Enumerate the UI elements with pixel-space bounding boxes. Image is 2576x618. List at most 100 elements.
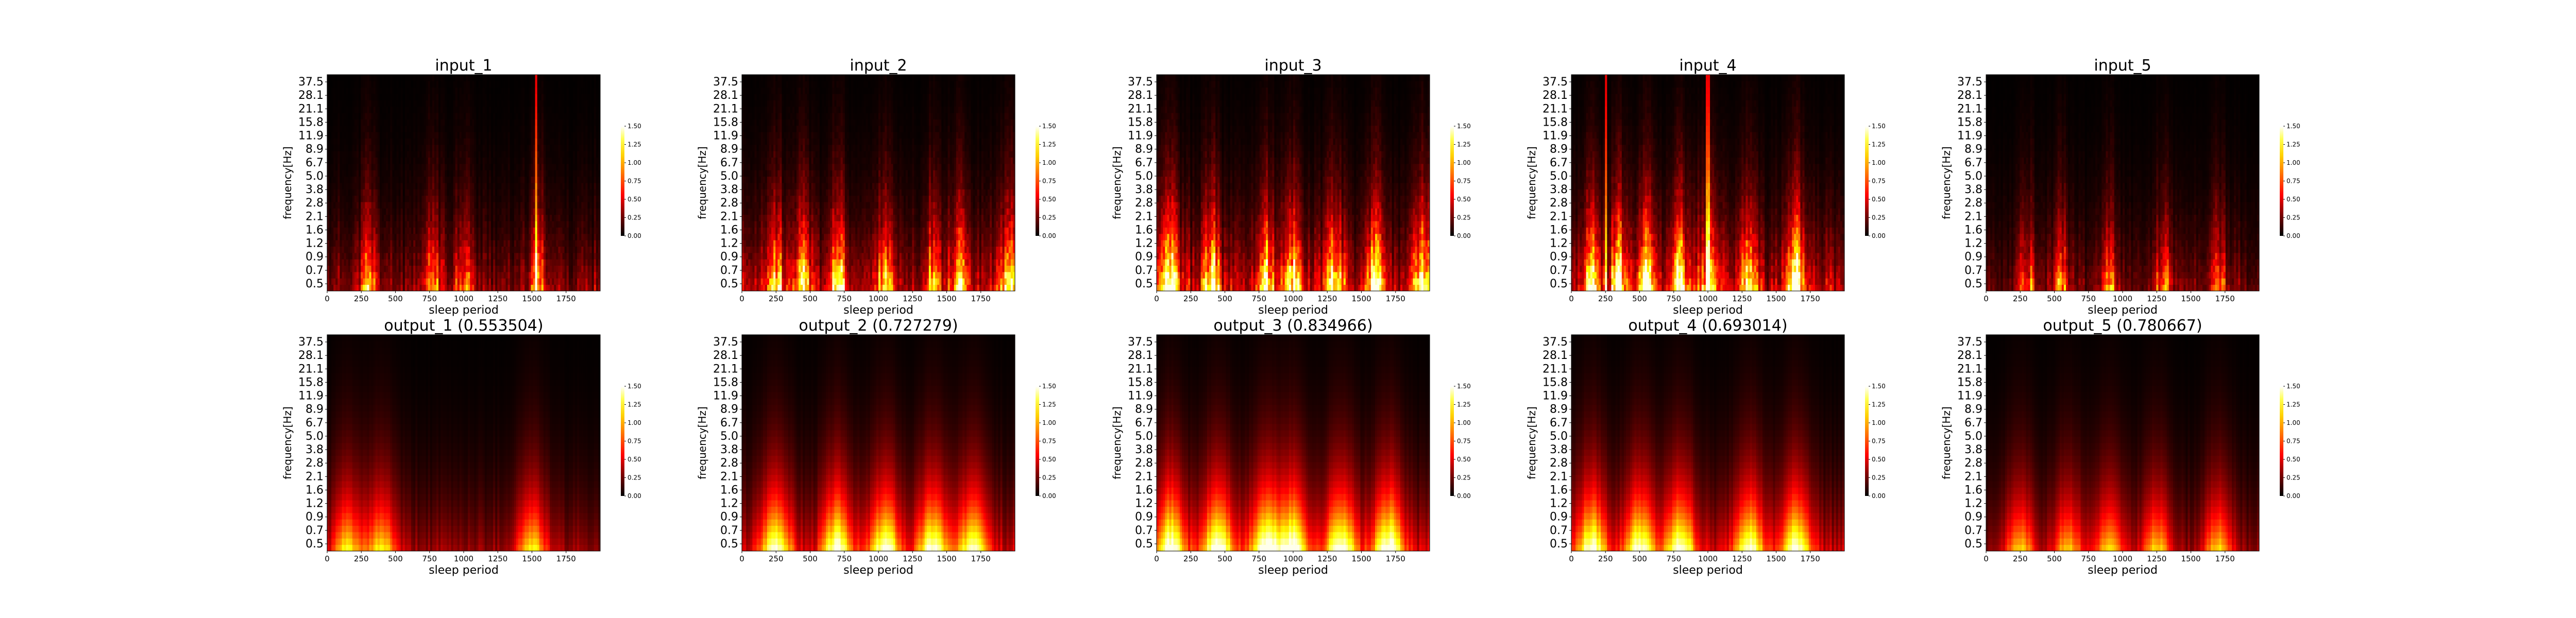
x-tick-label: 0 (1154, 294, 1159, 303)
heatmap-cells (1571, 335, 1844, 551)
panel-title: input_2 (850, 57, 907, 75)
y-tick-label: 5.0 (1135, 170, 1153, 183)
x-tick-label: 1000 (454, 294, 473, 303)
colorbar-tick-label: 1.50 (2286, 383, 2300, 390)
x-tick-label: 1750 (1386, 294, 1405, 303)
x-tick-label: 1500 (2181, 554, 2200, 563)
x-tick-label: 1000 (2113, 554, 2132, 563)
y-tick-label: 1.2 (1550, 497, 1568, 510)
y-tick-label: 21.1 (1957, 363, 1982, 375)
colorbar-tick-label: 0.75 (1457, 178, 1471, 185)
x-tick-label: 1000 (454, 554, 473, 563)
colorbar-tick-label: 1.00 (1872, 419, 1886, 426)
x-tick-label: 1000 (1698, 554, 1718, 563)
y-tick-label: 8.9 (720, 403, 738, 416)
colorbar-tick-label: 0.50 (1042, 196, 1056, 203)
x-tick-label: 0 (1569, 294, 1574, 303)
x-tick-label: 1000 (1283, 294, 1303, 303)
y-tick-label: 2.8 (306, 197, 324, 210)
y-tick-label: 28.1 (713, 89, 738, 102)
y-tick-label: 2.8 (306, 457, 324, 470)
colorbar-tick-label: 0.25 (1042, 214, 1056, 221)
y-tick-label: 21.1 (1543, 363, 1568, 375)
y-tick-label: 37.5 (298, 76, 324, 89)
x-axis-label: sleep period (2088, 304, 2158, 317)
x-tick-label: 1750 (556, 294, 576, 303)
x-tick-label: 0 (1569, 554, 1574, 563)
colorbar-tick-label: 1.00 (2286, 419, 2300, 426)
y-tick-label: 3.8 (306, 443, 324, 456)
y-tick-label: 0.7 (1135, 524, 1153, 537)
y-axis-label: frequency[Hz] (1940, 146, 1953, 219)
colorbar-tick-label: 1.00 (628, 419, 641, 426)
y-tick-label: 3.8 (1550, 183, 1568, 196)
y-tick-label: 3.8 (1964, 443, 1982, 456)
y-tick-label: 3.8 (720, 443, 738, 456)
heatmap-cells (1986, 75, 2259, 291)
y-tick-label: 8.9 (720, 143, 738, 156)
colorbar-tick-label: 1.50 (1042, 383, 1056, 390)
colorbar-tick-label: 1.25 (2286, 141, 2300, 148)
x-tick-label: 500 (1632, 554, 1647, 563)
y-tick-label: 15.8 (298, 116, 324, 129)
panel-title: input_3 (1264, 57, 1321, 75)
x-tick-label: 1250 (1732, 294, 1752, 303)
y-tick-label: 3.8 (720, 183, 738, 196)
y-tick-label: 2.1 (720, 210, 738, 223)
y-tick-label: 0.9 (1135, 251, 1153, 264)
colorbar-tick-label: 0.50 (1457, 456, 1471, 463)
colorbar-tick-label: 0.00 (1042, 232, 1056, 239)
y-tick-label: 5.0 (1550, 170, 1568, 183)
x-tick-label: 750 (1666, 554, 1681, 563)
y-axis-label: frequency[Hz] (1111, 146, 1123, 219)
colorbar-tick-label: 0.00 (1042, 492, 1056, 500)
x-axis-label: sleep period (2088, 564, 2158, 577)
y-tick-label: 0.9 (1964, 251, 1982, 264)
y-tick-label: 0.7 (306, 524, 324, 537)
colorbar-tick-label: 0.00 (628, 492, 641, 500)
y-tick-label: 11.9 (298, 130, 324, 143)
x-axis-label: sleep period (1258, 304, 1328, 317)
colorbar-tick-label: 0.25 (2286, 474, 2300, 482)
y-tick-label: 1.6 (1135, 224, 1153, 236)
y-tick-label: 1.6 (720, 484, 738, 496)
y-tick-label: 15.8 (1957, 116, 1982, 129)
y-tick-label: 6.7 (1550, 417, 1568, 430)
y-tick-label: 21.1 (713, 102, 738, 115)
y-tick-label: 2.1 (306, 210, 324, 223)
x-tick-label: 0 (325, 294, 330, 303)
x-tick-label: 0 (325, 554, 330, 563)
y-tick-label: 0.5 (306, 538, 324, 551)
colorbar-tick-label: 0.50 (1042, 456, 1056, 463)
x-tick-label: 500 (2047, 294, 2062, 303)
x-axis-label: sleep period (429, 564, 499, 577)
colorbar-tick-label: 0.50 (1457, 196, 1471, 203)
y-tick-label: 5.0 (1550, 430, 1568, 443)
y-tick-label: 6.7 (1964, 157, 1982, 169)
colorbar-tick-label: 0.50 (1872, 456, 1886, 463)
colorbar-tick-label: 1.00 (1457, 419, 1471, 426)
colorbar (1036, 386, 1039, 496)
x-tick-label: 500 (388, 294, 403, 303)
y-tick-label: 1.2 (1135, 497, 1153, 510)
y-tick-label: 2.8 (1550, 457, 1568, 470)
y-tick-label: 2.8 (720, 197, 738, 210)
y-tick-label: 37.5 (298, 336, 324, 349)
y-tick-label: 5.0 (306, 430, 324, 443)
y-tick-label: 8.9 (1964, 143, 1982, 156)
y-tick-label: 0.7 (1550, 524, 1568, 537)
colorbar-tick-label: 0.00 (1457, 492, 1471, 500)
y-tick-label: 28.1 (1543, 349, 1568, 362)
x-tick-label: 750 (2081, 554, 2096, 563)
panel-title: output_3 (0.834966) (1213, 317, 1372, 335)
heatmap-panel: output_2 (0.727279)frequency[Hz]0.50.70.… (696, 317, 1056, 577)
y-tick-label: 6.7 (1964, 417, 1982, 430)
colorbar-tick-label: 1.50 (1457, 383, 1471, 390)
heatmap-cells (742, 335, 1015, 551)
y-tick-label: 28.1 (1543, 89, 1568, 102)
x-tick-label: 1000 (1698, 294, 1718, 303)
x-tick-label: 1500 (937, 554, 956, 563)
x-tick-label: 1000 (2113, 294, 2132, 303)
y-tick-label: 15.8 (1128, 376, 1153, 389)
y-tick-label: 15.8 (1128, 116, 1153, 129)
